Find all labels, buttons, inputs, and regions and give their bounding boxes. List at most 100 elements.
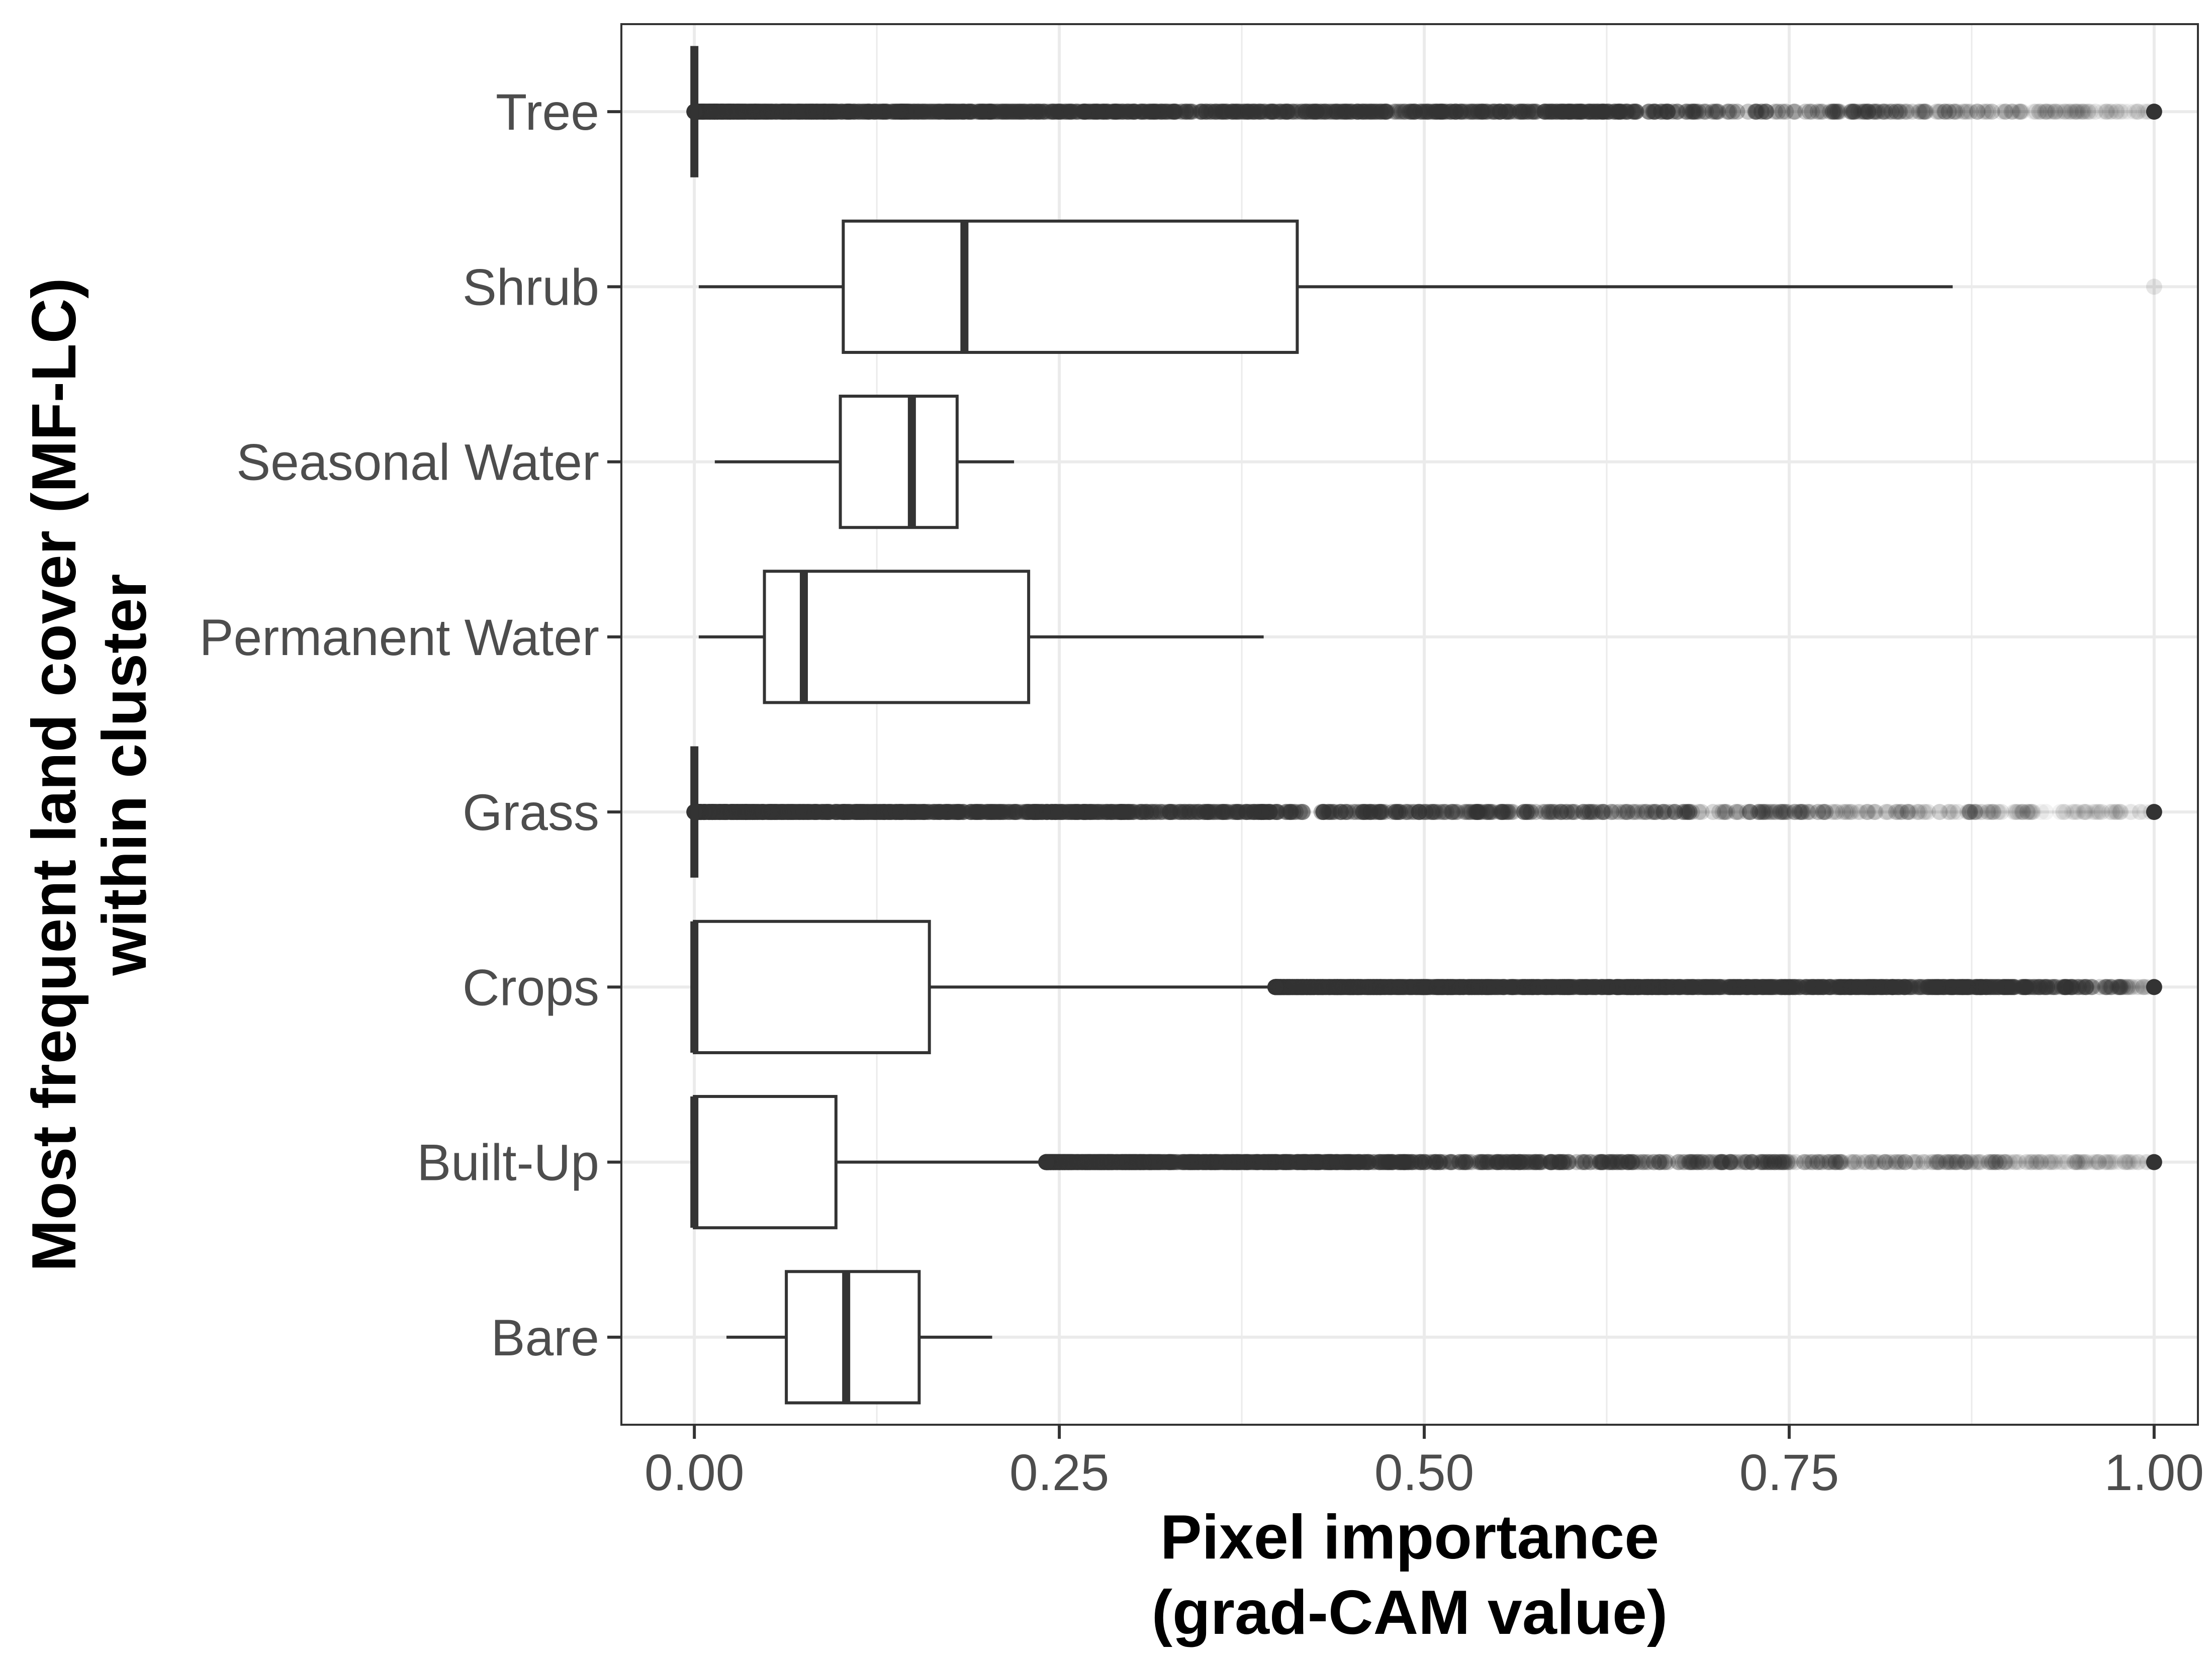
outlier-point	[1452, 979, 1468, 995]
outlier-point	[707, 104, 723, 120]
outlier-point	[1855, 104, 1872, 120]
outlier-point	[1008, 104, 1025, 120]
outlier-point	[2104, 104, 2121, 120]
outlier-point	[1087, 104, 1103, 120]
outlier-point	[1898, 104, 1914, 120]
outlier-point	[874, 104, 891, 120]
outlier-point	[702, 104, 718, 120]
outlier-point	[917, 104, 934, 120]
outlier-point	[861, 104, 878, 120]
outlier-point	[2079, 104, 2096, 120]
outlier-point	[2043, 104, 2059, 120]
outlier-point	[1081, 104, 1098, 120]
outlier-point	[733, 104, 750, 120]
outlier-point	[1134, 104, 1151, 120]
outlier-point	[1100, 104, 1117, 120]
outlier-point	[699, 104, 716, 120]
outlier-point	[2146, 979, 2162, 995]
outlier-point	[1058, 104, 1075, 120]
outlier-point	[1127, 104, 1144, 120]
outlier-point	[1610, 104, 1627, 120]
outlier-point	[996, 104, 1013, 120]
outlier-point	[1426, 104, 1442, 120]
outlier-point	[715, 104, 731, 120]
outlier-point	[1355, 104, 1371, 120]
outlier-point	[1433, 104, 1449, 120]
outlier-point	[1824, 104, 1841, 120]
outlier-point	[1377, 104, 1394, 120]
outlier-point	[2076, 104, 2092, 120]
outlier-point	[714, 104, 730, 120]
outlier-point	[1418, 104, 1435, 120]
outlier-point	[706, 104, 723, 120]
outlier-point	[871, 104, 888, 120]
outlier-point	[729, 104, 746, 120]
outlier-point	[1141, 104, 1158, 120]
outlier-point	[1095, 104, 1112, 120]
outlier-point	[1959, 104, 1976, 120]
outlier-point	[1217, 104, 1233, 120]
outlier-point	[1545, 804, 1562, 820]
outlier-point	[705, 104, 722, 120]
outlier-point	[1492, 104, 1509, 120]
outlier-point	[1619, 104, 1635, 120]
outlier-point	[1047, 104, 1063, 120]
outlier-point	[1754, 104, 1770, 120]
outlier-point	[1415, 104, 1431, 120]
outlier-point	[2027, 104, 2044, 120]
outlier-point	[786, 104, 802, 120]
outlier-point	[1013, 104, 1030, 120]
outlier-point	[816, 104, 833, 120]
outlier-point	[1313, 104, 1329, 120]
outlier-point	[1293, 104, 1310, 120]
outlier-point	[1596, 104, 1613, 120]
outlier-point	[1646, 104, 1663, 120]
outlier-point	[2050, 104, 2067, 120]
outlier-point	[1698, 104, 1714, 120]
outlier-point	[1653, 104, 1670, 120]
outlier-point	[755, 104, 772, 120]
outlier-point	[821, 104, 838, 120]
outlier-point	[1825, 104, 1842, 120]
outlier-point	[2062, 104, 2078, 120]
outlier-point	[986, 104, 1003, 120]
outlier-point	[2067, 804, 2083, 820]
outlier-point	[1904, 104, 1920, 120]
outlier-point	[1071, 104, 1088, 120]
outlier-point	[1704, 104, 1721, 120]
outlier-point	[1060, 104, 1076, 120]
outlier-point	[1453, 104, 1469, 120]
outlier-point	[2072, 104, 2089, 120]
outlier-point	[1589, 104, 1606, 120]
outlier-point	[699, 104, 716, 120]
outlier-point	[824, 104, 841, 120]
outlier-point	[1740, 104, 1757, 120]
outlier-point	[1108, 104, 1124, 120]
outlier-point	[865, 104, 882, 120]
outlier-point	[1275, 1154, 1292, 1170]
outlier-point	[1853, 104, 1870, 120]
outlier-point	[1341, 104, 1358, 120]
outlier-point	[2025, 104, 2042, 120]
outlier-point	[1814, 104, 1831, 120]
outlier-point	[723, 104, 740, 120]
outlier-point	[1669, 104, 1685, 120]
outlier-point	[883, 104, 899, 120]
outlier-point	[962, 104, 979, 120]
box-tree	[686, 46, 2162, 177]
outlier-point	[1040, 104, 1057, 120]
outlier-point	[702, 104, 719, 120]
outlier-point	[1197, 1154, 1214, 1170]
outlier-point	[1213, 1154, 1229, 1170]
outlier-point	[824, 104, 841, 120]
outlier-point	[1350, 104, 1366, 120]
outlier-point	[1573, 104, 1589, 120]
outlier-point	[909, 104, 926, 120]
box-built-up	[690, 1095, 2162, 1230]
outlier-point	[1308, 104, 1325, 120]
outlier-point	[976, 104, 992, 120]
outlier-point	[735, 104, 752, 120]
outlier-point	[715, 104, 731, 120]
outlier-point	[896, 104, 913, 120]
outlier-point	[1208, 104, 1224, 120]
